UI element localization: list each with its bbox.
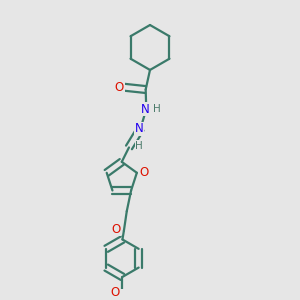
- Text: N: N: [141, 103, 149, 116]
- Text: N: N: [134, 122, 143, 135]
- Text: O: O: [111, 223, 120, 236]
- Text: H: H: [136, 141, 143, 151]
- Text: O: O: [115, 81, 124, 94]
- Text: H: H: [153, 104, 161, 114]
- Text: O: O: [111, 286, 120, 299]
- Text: O: O: [139, 166, 148, 179]
